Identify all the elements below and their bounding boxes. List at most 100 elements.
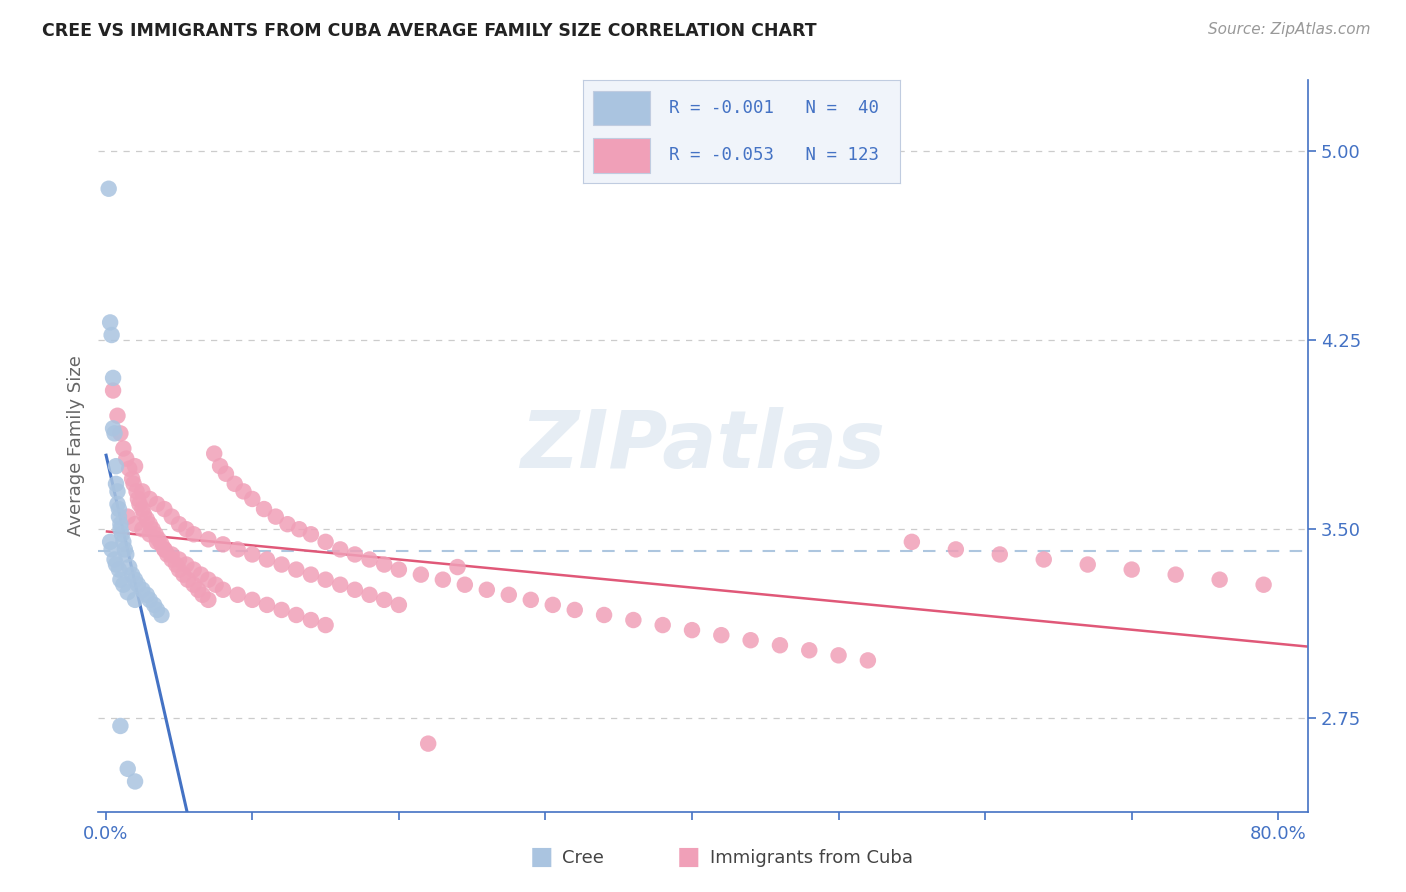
Point <box>167 517 190 532</box>
Point <box>240 491 263 506</box>
Point <box>127 491 149 506</box>
Point <box>270 558 292 572</box>
Point <box>359 552 381 566</box>
Point <box>856 653 879 667</box>
Point <box>209 459 232 474</box>
Point <box>146 497 169 511</box>
Point <box>153 542 176 557</box>
Point <box>197 533 219 547</box>
Point <box>121 567 143 582</box>
Point <box>98 315 121 329</box>
Point <box>101 371 124 385</box>
Point <box>270 603 292 617</box>
Point <box>359 588 381 602</box>
Point <box>108 502 131 516</box>
Point <box>165 558 187 572</box>
Y-axis label: Average Family Size: Average Family Size <box>66 356 84 536</box>
Point <box>681 623 703 637</box>
Point <box>315 573 337 587</box>
Point <box>409 567 432 582</box>
Point <box>112 578 135 592</box>
Point <box>118 560 141 574</box>
Text: R = -0.053   N = 123: R = -0.053 N = 123 <box>669 146 879 164</box>
Point <box>988 548 1011 562</box>
Point <box>100 542 122 557</box>
Point <box>240 548 263 562</box>
Point <box>1253 578 1275 592</box>
Point <box>117 585 139 599</box>
Point <box>446 560 468 574</box>
Point <box>107 497 129 511</box>
Point <box>343 582 366 597</box>
Point <box>107 484 129 499</box>
Point <box>224 476 246 491</box>
Point <box>212 537 235 551</box>
Point <box>388 598 411 612</box>
Point <box>264 509 287 524</box>
Point <box>1164 567 1187 582</box>
Point <box>1121 563 1143 577</box>
Point <box>329 578 352 592</box>
Point <box>197 592 219 607</box>
Point <box>329 542 352 557</box>
Point <box>150 537 173 551</box>
Point <box>117 509 139 524</box>
Point <box>475 582 498 597</box>
Point <box>160 509 183 524</box>
Text: Immigrants from Cuba: Immigrants from Cuba <box>710 849 912 867</box>
Point <box>117 762 139 776</box>
Point <box>373 558 395 572</box>
Point <box>124 592 146 607</box>
Point <box>101 421 124 435</box>
Point <box>105 459 128 474</box>
Point <box>373 592 395 607</box>
Point <box>148 533 170 547</box>
Point <box>901 534 924 549</box>
Point <box>183 578 205 592</box>
Text: ■: ■ <box>530 845 553 869</box>
Point <box>498 588 520 602</box>
Point <box>146 603 169 617</box>
Point <box>125 484 148 499</box>
Point <box>285 607 308 622</box>
Point <box>256 598 278 612</box>
Point <box>115 548 138 562</box>
Point <box>191 588 214 602</box>
Point <box>740 633 762 648</box>
Point <box>315 618 337 632</box>
Point <box>418 737 440 751</box>
Point <box>204 578 226 592</box>
Point <box>520 592 543 607</box>
Point <box>105 558 128 572</box>
Point <box>299 613 322 627</box>
Point <box>541 598 564 612</box>
Point <box>299 567 322 582</box>
Point <box>226 588 249 602</box>
Point <box>98 534 121 549</box>
Point <box>135 588 157 602</box>
Point <box>388 563 411 577</box>
Point <box>124 459 146 474</box>
Point <box>202 446 225 460</box>
Point <box>150 607 173 622</box>
Point <box>110 517 132 532</box>
Point <box>156 548 179 562</box>
Point <box>124 517 146 532</box>
Point <box>122 476 145 491</box>
Point <box>131 522 153 536</box>
Point <box>131 582 153 597</box>
Point <box>432 573 454 587</box>
Point <box>343 548 366 562</box>
Text: ZIPatlas: ZIPatlas <box>520 407 886 485</box>
Point <box>138 527 160 541</box>
Point <box>167 552 190 566</box>
Text: R = -0.001   N =  40: R = -0.001 N = 40 <box>669 99 879 117</box>
Point <box>146 534 169 549</box>
Point <box>138 491 160 506</box>
Point <box>215 467 238 481</box>
Point <box>131 484 153 499</box>
Point <box>103 426 125 441</box>
Point <box>101 384 124 398</box>
Point <box>1032 552 1054 566</box>
Point <box>454 578 477 592</box>
